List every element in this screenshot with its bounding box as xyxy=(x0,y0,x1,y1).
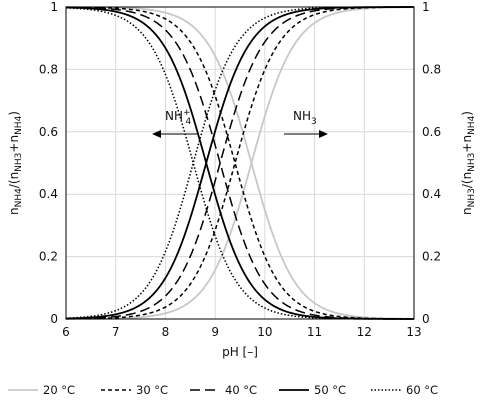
y-tick-labels-right: 0 0.2 0.4 0.6 0.8 1 xyxy=(422,0,441,326)
y-axis-title-right: nNH3/(nNH3+nNH4) xyxy=(460,111,477,215)
legend-label-20c: 20 °C xyxy=(43,383,75,397)
y-tick-label-right: 0.8 xyxy=(422,62,441,76)
curve-nh3-60c xyxy=(65,6,414,319)
x-tick-label: 12 xyxy=(357,325,372,339)
x-axis-title: pH [–] xyxy=(222,345,258,359)
annotation-nh4-label: NH+ 4 xyxy=(165,108,192,127)
annotation-nh3-arrowhead xyxy=(319,130,328,138)
y-tick-label-right: 0.4 xyxy=(422,187,441,201)
x-tick-label: 11 xyxy=(307,325,322,339)
x-tick-label: 10 xyxy=(257,325,272,339)
legend: 20 °C 30 °C 40 °C 50 °C 60 °C xyxy=(8,383,438,397)
y-tick-label-right: 0.6 xyxy=(422,125,441,139)
y-tick-label-left: 0.4 xyxy=(39,187,58,201)
x-tick-labels: 6 7 8 9 10 11 12 13 xyxy=(62,325,421,339)
plot-frame xyxy=(65,6,415,320)
x-tick-label: 8 xyxy=(162,325,170,339)
x-tick-label: 6 xyxy=(62,325,70,339)
curve-nh3-50c xyxy=(65,6,414,320)
curve-nh3-20c xyxy=(66,6,415,320)
curve-nh3-40c xyxy=(65,6,414,320)
y-tick-label-right: 0.2 xyxy=(422,250,441,264)
curve-nh4-50c xyxy=(65,6,414,320)
legend-label-40c: 40 °C xyxy=(225,383,257,397)
annotation-nh4: NH+ 4 xyxy=(152,108,197,138)
y-axis-title-left: nNH4/(nNH3+nNH4) xyxy=(7,111,24,215)
grid xyxy=(66,7,414,319)
curve-nh3-30c xyxy=(65,6,414,320)
y-tick-label-left: 0.8 xyxy=(39,62,58,76)
x-tick-label: 9 xyxy=(211,325,219,339)
curve-nh4-20c xyxy=(66,6,415,320)
curves xyxy=(65,6,415,320)
y-tick-labels-left: 0 0.2 0.4 0.6 0.8 1 xyxy=(39,0,58,326)
curve-nh4-40c xyxy=(65,6,414,320)
y-tick-label-left: 0 xyxy=(50,312,58,326)
annotation-nh3-label: NH3 xyxy=(293,109,317,127)
legend-label-30c: 30 °C xyxy=(136,383,168,397)
y-tick-label-left: 0.2 xyxy=(39,250,58,264)
annotation-nh4-arrowhead xyxy=(152,130,161,138)
legend-label-60c: 60 °C xyxy=(406,383,438,397)
y-tick-label-right: 1 xyxy=(422,0,430,14)
y-tick-label-left: 0.6 xyxy=(39,125,58,139)
x-tick-label: 13 xyxy=(406,325,421,339)
annotation-nh3: NH3 xyxy=(284,109,328,138)
y-tick-label-left: 1 xyxy=(50,0,58,14)
y-tick-label-right: 0 xyxy=(422,312,430,326)
legend-label-50c: 50 °C xyxy=(314,383,346,397)
curve-nh4-30c xyxy=(65,6,414,320)
x-tick-label: 7 xyxy=(112,325,120,339)
curve-nh4-60c xyxy=(65,7,414,320)
